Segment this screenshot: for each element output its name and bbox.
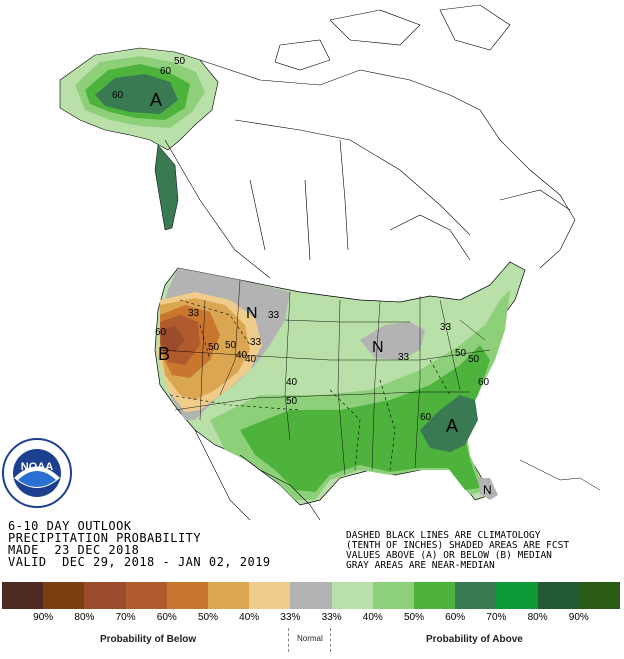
contour-label: 40 xyxy=(286,377,298,388)
legend-tick-label: 33% xyxy=(321,612,342,623)
contour-label: 40 xyxy=(236,350,248,361)
outlook-title-block: 6-10 DAY OUTLOOK PRECIPITATION PROBABILI… xyxy=(8,520,338,568)
canada-outline xyxy=(164,4,576,279)
note-line: VALUES ABOVE (A) OR BELOW (B) MEDIAN xyxy=(346,550,552,561)
legend-tick-label: 33% xyxy=(280,612,301,623)
legend-tick-label: 70% xyxy=(115,612,136,623)
legend-tick-label: 50% xyxy=(197,612,219,623)
legend-swatch xyxy=(208,582,250,609)
legend-notes: DASHED BLACK LINES ARE CLIMATOLOGY (TENT… xyxy=(346,531,622,571)
title-line: MADE 23 DEC 2018 xyxy=(8,543,140,557)
legend-swatch xyxy=(578,582,621,609)
legend-tick-label: 40% xyxy=(362,612,383,623)
legend-tick-label: 90% xyxy=(568,612,589,623)
normal-divider-right xyxy=(330,628,331,652)
legend-swatch xyxy=(496,582,538,609)
title-line: 6-10 DAY OUTLOOK xyxy=(8,519,132,533)
normal-divider-left xyxy=(288,628,289,652)
map-labels: A B N N A N 50 60 60 40 33 33 40 50 33 5… xyxy=(112,56,492,497)
alaska-above-label: A xyxy=(150,90,162,110)
contour-label: 60 xyxy=(420,412,432,423)
southeast-above-label: A xyxy=(446,416,458,436)
legend-swatch xyxy=(2,582,44,609)
legend-tick-label: 60% xyxy=(445,612,466,623)
contour-label: 33 xyxy=(188,308,200,319)
contour-label: 33 xyxy=(250,337,262,348)
precipitation-outlook-map: A B N N A N 50 60 60 40 33 33 40 50 33 5… xyxy=(2,4,601,520)
contour-label: 60 xyxy=(478,377,490,388)
probability-color-scale xyxy=(2,582,621,609)
legend-swatch xyxy=(166,582,209,609)
contour-label: 33 xyxy=(398,352,410,363)
legend-swatch xyxy=(414,582,456,609)
legend-tick-label: 70% xyxy=(486,612,507,623)
contour-label: 50 xyxy=(174,56,186,67)
legend-swatch xyxy=(455,582,497,609)
title-line: PRECIPITATION PROBABILITY xyxy=(8,531,202,545)
caption-below: Probability of Below xyxy=(100,634,197,645)
legend-tick-label: 60% xyxy=(156,612,177,623)
legend-swatch xyxy=(249,582,291,609)
west-below-label: B xyxy=(158,344,170,364)
alaska-region xyxy=(59,47,219,231)
note-line: (TENTH OF INCHES) SHADED AREAS ARE FCST xyxy=(346,540,570,551)
contour-label: 50 xyxy=(468,354,480,365)
title-line: VALID DEC 29, 2018 - JAN 02, 2019 xyxy=(8,555,271,569)
legend-tick-label: 40% xyxy=(239,612,260,623)
contour-label: 40 xyxy=(245,354,257,365)
contour-label: 50 xyxy=(455,348,467,359)
note-line: GRAY AREAS ARE NEAR-MEDIAN xyxy=(346,560,495,571)
legend-tick-label: 80% xyxy=(527,612,548,623)
note-line: DASHED BLACK LINES ARE CLIMATOLOGY xyxy=(346,530,541,541)
noaa-logo: NOAA xyxy=(2,438,72,508)
contour-label: 60 xyxy=(155,327,167,338)
legend-tick-label: 80% xyxy=(74,612,95,623)
caption-above: Probability of Above xyxy=(426,634,523,645)
florida-normal-label: N xyxy=(483,483,492,497)
legend-tick-label: 90% xyxy=(33,612,54,623)
legend-swatch xyxy=(125,582,167,609)
contour-label: 50 xyxy=(286,396,298,407)
contour-label: 50 xyxy=(225,340,237,351)
probability-tick-labels: 90% 80% 70% 60% 50% 40% 33% 33% 40% 50% 60% 70% 80% 9… xyxy=(2,612,620,626)
legend-swatch xyxy=(84,582,126,609)
greatlakes-normal-label: N xyxy=(372,339,384,356)
legend-swatch xyxy=(372,582,415,609)
noaa-logo-text: NOAA xyxy=(21,461,53,473)
legend-swatch xyxy=(537,582,579,609)
contour-label: 33 xyxy=(440,322,452,333)
conus-region xyxy=(154,261,601,520)
northwest-normal-label: N xyxy=(246,305,258,322)
legend-tick-label: 50% xyxy=(403,612,425,623)
contour-label: 50 xyxy=(208,342,220,353)
legend-swatch xyxy=(290,582,332,609)
legend-swatch xyxy=(43,582,85,609)
contour-label: 33 xyxy=(268,310,280,321)
caption-normal: Normal xyxy=(297,634,323,643)
contour-label: 60 xyxy=(160,66,172,77)
legend-swatch xyxy=(331,582,373,609)
contour-label: 60 xyxy=(112,90,124,101)
